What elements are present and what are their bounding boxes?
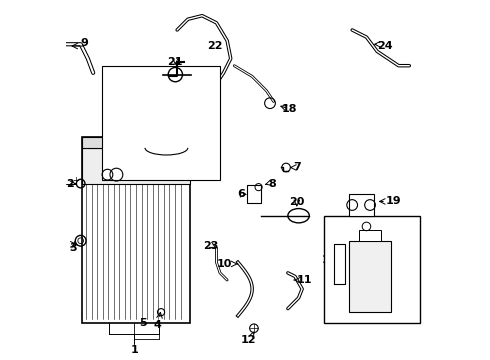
Text: 7: 7 [293,162,301,172]
Text: 18: 18 [282,104,297,113]
Text: 15: 15 [322,255,336,265]
Bar [82,137,190,148]
Text: 11: 11 [297,275,312,285]
Text: 12: 12 [241,336,256,345]
Text: 3: 3 [70,243,77,253]
Text: 4: 4 [153,320,161,330]
Text: 23: 23 [203,241,219,251]
Text: 20: 20 [289,197,304,207]
Text: 24: 24 [377,41,393,51]
Text: 14: 14 [375,247,390,256]
Text: 9: 9 [80,38,88,48]
Text: 6: 6 [237,189,245,199]
Text: 8: 8 [268,179,276,189]
Text: 5: 5 [139,318,147,328]
Text: 22: 22 [207,41,222,51]
Bar [82,148,190,184]
Text: +: + [72,176,79,185]
Bar [348,194,373,216]
Text: 19: 19 [386,197,402,206]
Bar [247,185,261,203]
Text: 21: 21 [168,58,183,67]
Text: 2: 2 [66,179,74,189]
Bar [359,230,381,241]
Text: 10: 10 [217,259,232,269]
Text: 1: 1 [130,345,138,355]
Text: 13: 13 [334,230,349,240]
Bar [348,241,392,312]
Text: 17: 17 [126,159,142,169]
Bar [323,216,420,323]
Bar [82,137,190,323]
Bar [102,66,220,180]
Text: 16: 16 [114,87,129,98]
